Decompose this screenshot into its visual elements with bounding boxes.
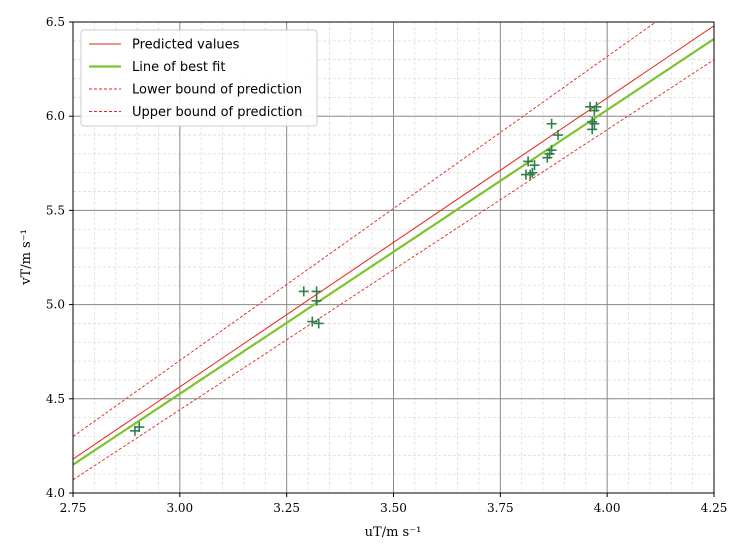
series-line-lower-bound-of-prediction [73,59,714,481]
data-point [298,286,309,297]
data-point [587,124,598,135]
series-line-line-of-best-fit [73,38,714,466]
legend-label: Predicted values [132,38,240,53]
y-tick-label: 4.0 [46,486,65,500]
legend: Predicted values Line of best fit Lower bo… [80,29,318,127]
x-axis-label: uT/m s⁻¹ [365,525,422,540]
data-point [134,422,145,433]
x-tick-label: 3.00 [166,501,193,515]
series-line-upper-bound-of-prediction [73,22,657,437]
data-point [529,160,540,171]
data-point [589,118,600,129]
data-point [525,169,536,180]
y-tick-label: 5.5 [46,203,65,217]
legend-label: Lower bound of prediction [132,83,302,98]
y-tick-label: 5.0 [46,298,65,312]
y-axis-label: vT/m s⁻¹ [19,229,34,286]
legend-label: Upper bound of prediction [132,105,302,120]
series-line-predicted-values [73,25,714,460]
points-layer [129,101,602,436]
x-tick-label: 3.50 [380,501,407,515]
data-point [591,101,602,112]
legend-box [80,29,318,127]
legend-label: Line of best fit [132,60,225,75]
data-point [546,145,557,156]
series-layer [73,22,714,481]
data-point [546,118,557,129]
data-point [523,156,534,167]
x-tick-label: 3.75 [487,501,514,515]
x-tick-label: 4.25 [701,501,728,515]
data-point [527,167,538,178]
x-tick-label: 3.25 [273,501,300,515]
data-point [311,286,322,297]
x-tick-label: 2.75 [60,501,87,515]
data-point [311,295,322,306]
y-tick-layer: 4.0 4.5 5.0 5.5 6.0 6.5 [46,15,73,500]
y-tick-label: 6.0 [46,109,65,123]
data-point [313,318,324,329]
legend-items: Predicted values Line of best fit Lower bo… [89,38,302,120]
x-tick-layer: 2.75 3.00 3.25 3.50 3.75 4.00 4.25 [60,493,728,515]
y-tick-label: 4.5 [46,392,65,406]
x-tick-label: 4.00 [594,501,621,515]
data-point [553,130,564,141]
y-tick-label: 6.5 [46,15,65,29]
data-point [307,316,318,327]
